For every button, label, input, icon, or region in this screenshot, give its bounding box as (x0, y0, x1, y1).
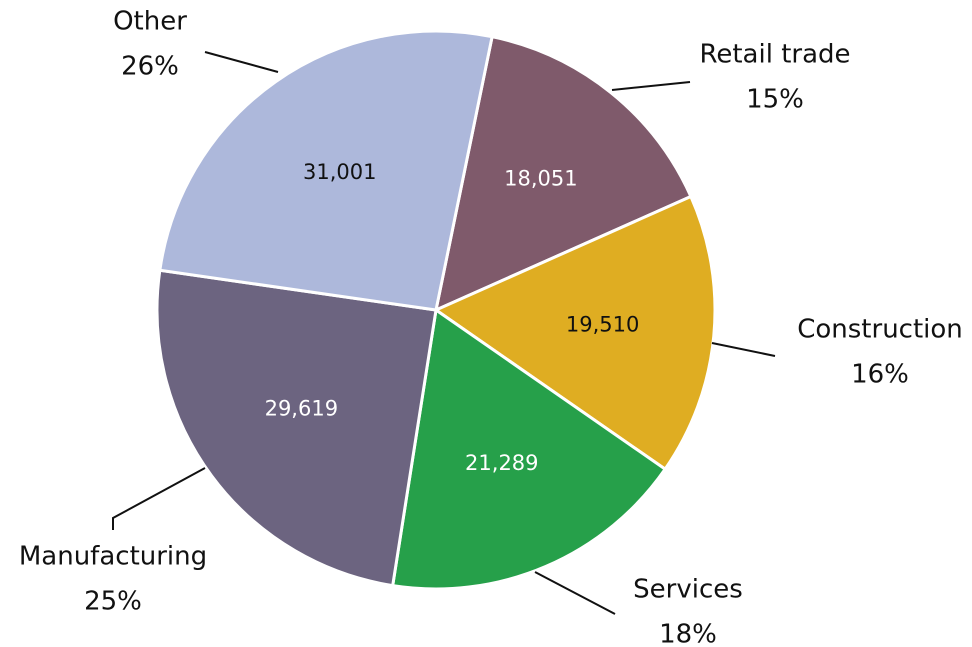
leader-line (711, 342, 776, 357)
pie-slice (158, 29, 494, 312)
category-label: Manufacturing (19, 542, 207, 572)
value-label: 31,001 (303, 160, 376, 184)
leader-line (112, 467, 206, 530)
value-label: 21,289 (465, 451, 538, 475)
pie-slice (432, 194, 717, 472)
category-label: Construction (797, 315, 963, 345)
category-label: Retail trade (699, 40, 850, 70)
pie-slice (390, 307, 668, 591)
leader-line (204, 51, 279, 73)
percentage-label: 18% (659, 620, 717, 647)
pie-slice (433, 34, 693, 313)
value-label: 18,051 (504, 167, 577, 191)
category-label: Services (633, 575, 743, 605)
percentage-label: 26% (121, 52, 179, 82)
percentage-label: 15% (746, 85, 804, 115)
percentage-label: 25% (84, 587, 142, 617)
leader-line (534, 571, 616, 615)
value-label: 29,619 (265, 396, 338, 420)
value-label: 19,510 (566, 313, 639, 337)
percentage-label: 16% (851, 360, 909, 390)
leader-line (611, 81, 691, 91)
pie-slice (155, 268, 438, 588)
category-label: Other (113, 7, 187, 37)
